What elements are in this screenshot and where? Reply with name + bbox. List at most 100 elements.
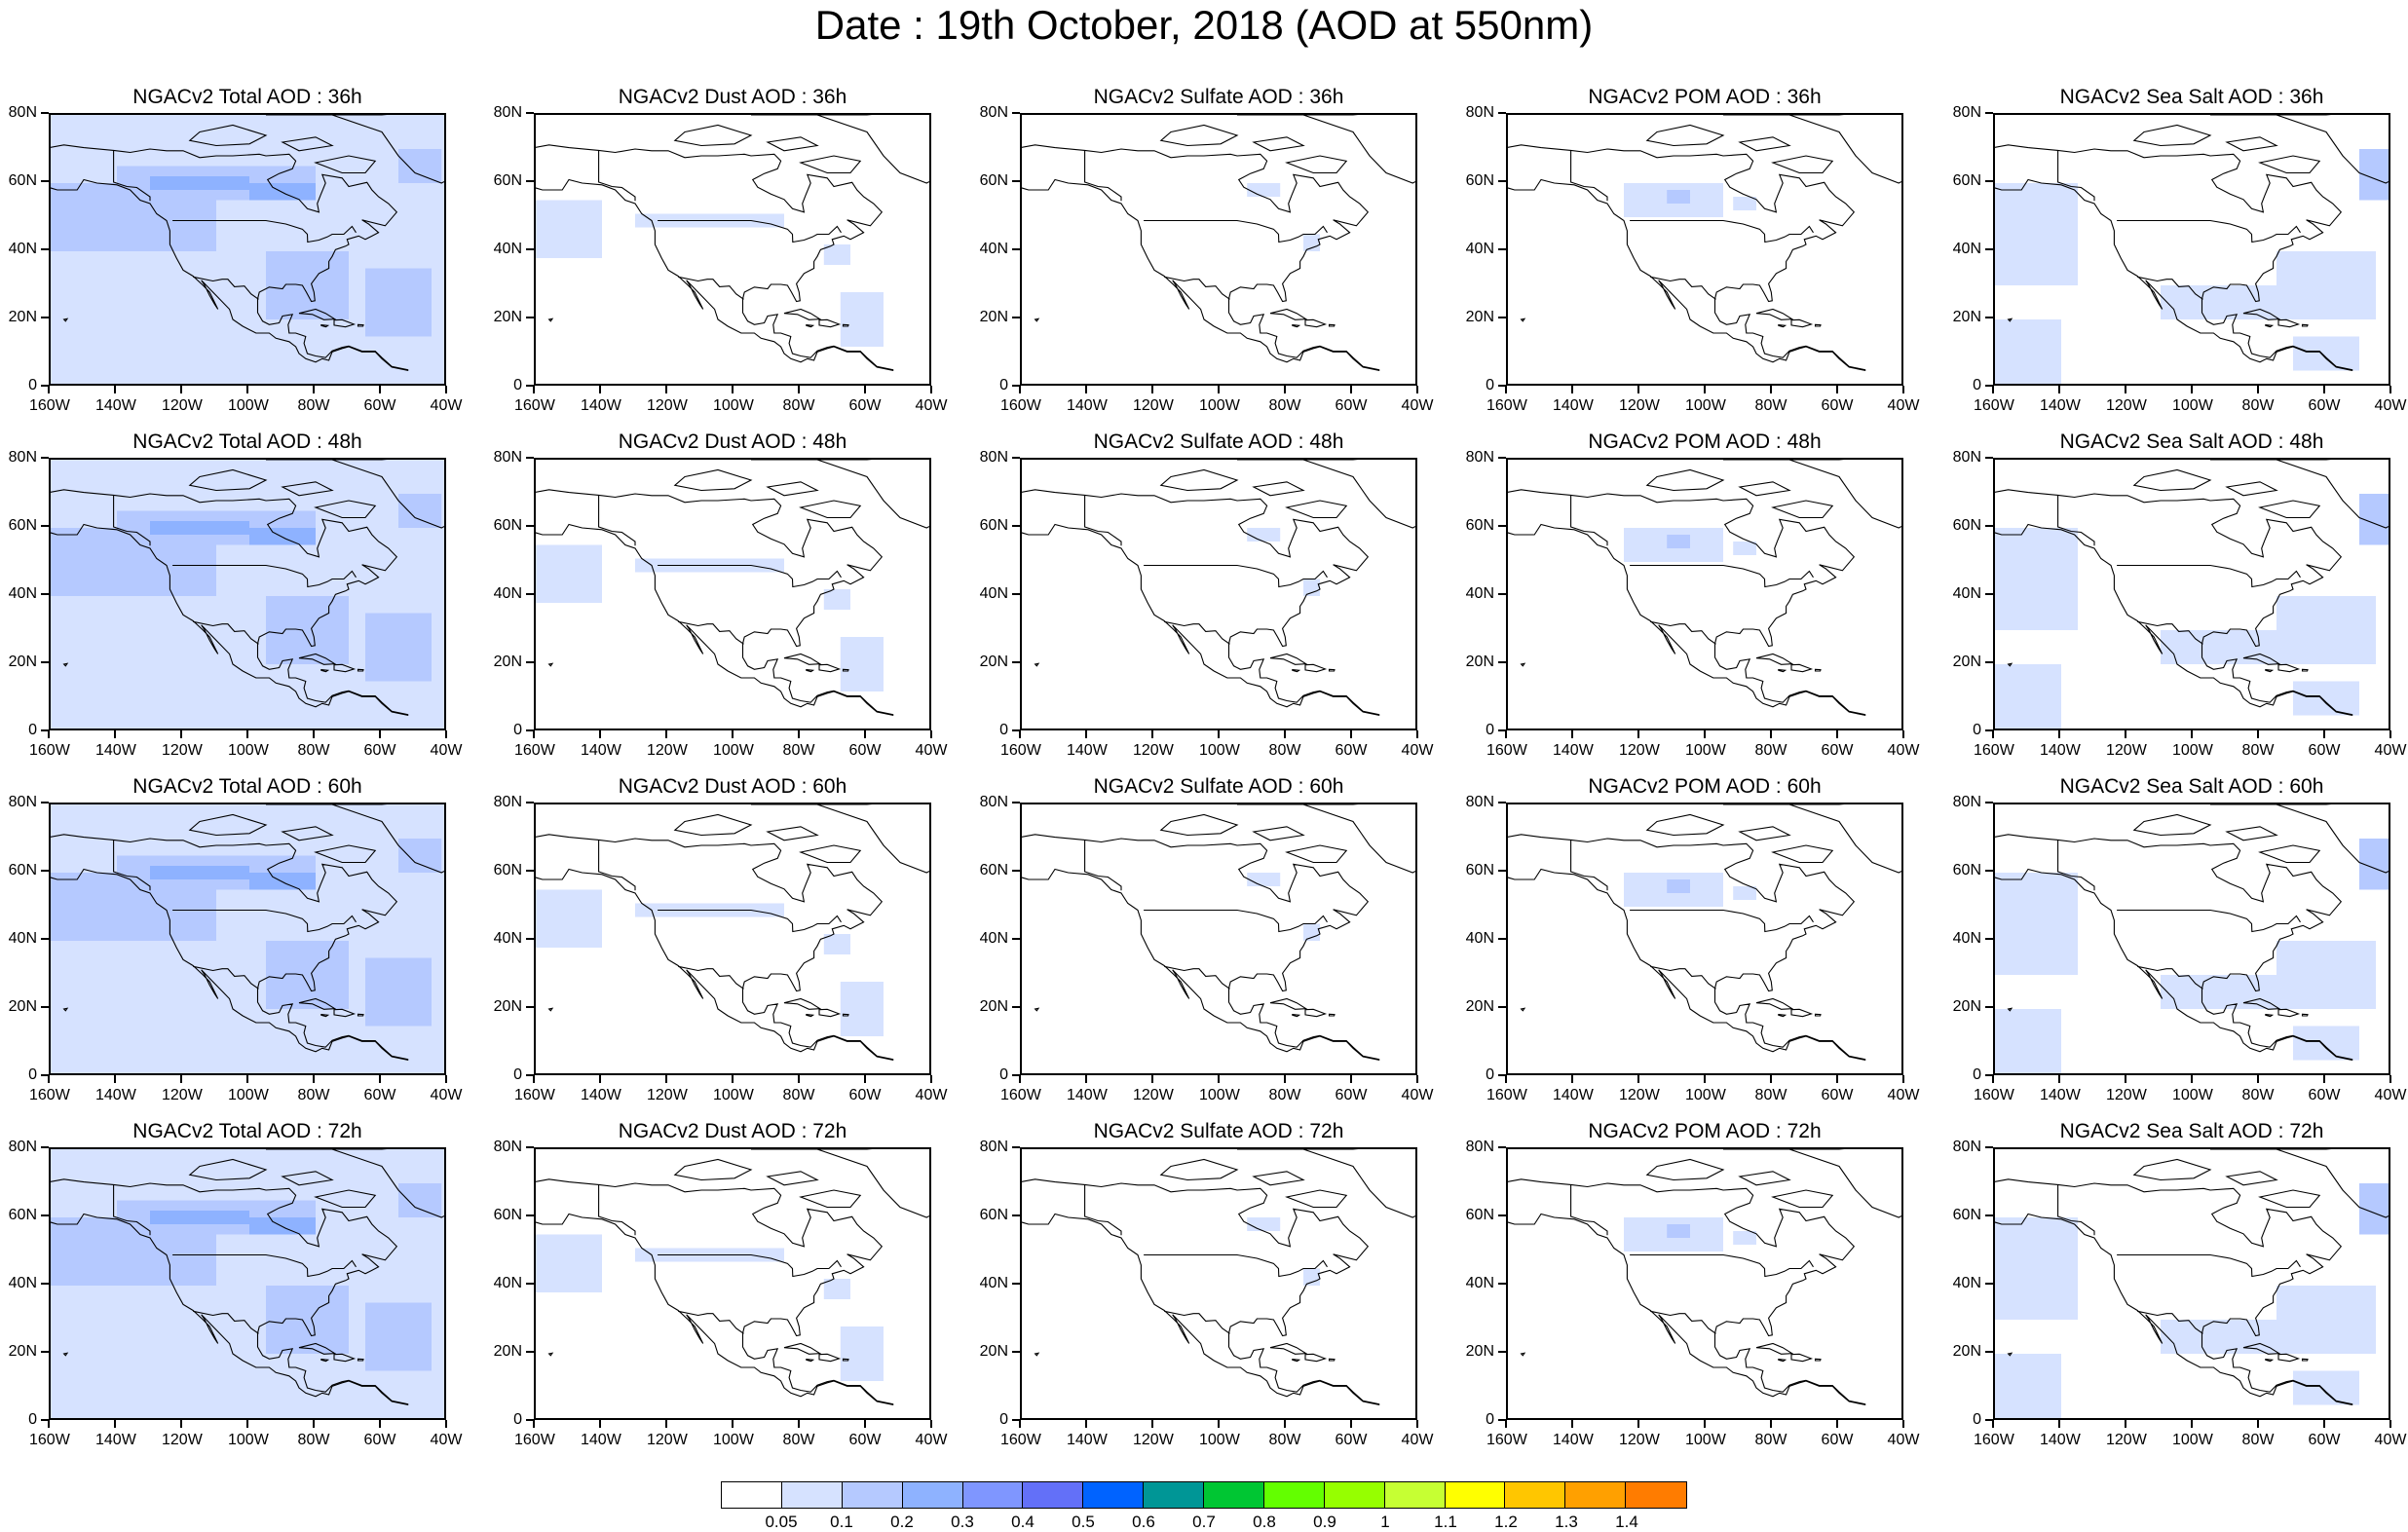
- x-tick-label: 40W: [2374, 397, 2407, 414]
- y-tick-mark: [41, 1283, 49, 1285]
- aod-shading: [249, 1217, 316, 1235]
- island-outline: [1159, 468, 1239, 492]
- y-tick-label: 60N: [1952, 517, 1981, 534]
- map-frame: [1506, 113, 1903, 386]
- aod-shading: [365, 1302, 432, 1371]
- x-tick-label: 140W: [1067, 397, 1108, 414]
- island-outline: [1755, 997, 1794, 1010]
- aod-shading: [840, 1326, 884, 1381]
- x-tick-mark: [1505, 1420, 1507, 1428]
- island-outline: [298, 1342, 337, 1355]
- aod-shading: [1733, 1231, 1756, 1245]
- y-tick-label: 40N: [8, 585, 37, 602]
- y-tick-label: 0: [28, 377, 37, 393]
- y-tick-label: 40N: [1952, 1275, 1981, 1291]
- y-tick-mark: [1012, 870, 1020, 872]
- island-outline: [1292, 668, 1301, 673]
- x-tick-label: 140W: [1067, 1087, 1108, 1103]
- aod-shading: [266, 1286, 349, 1354]
- colorbar-box: [1083, 1482, 1145, 1508]
- y-tick-mark: [1012, 385, 1020, 387]
- x-tick-mark: [246, 1075, 248, 1083]
- island-outline: [1755, 653, 1794, 665]
- coastline: [678, 1310, 744, 1334]
- coastline: [172, 219, 357, 243]
- island-outline: [2132, 468, 2212, 492]
- coastline: [2117, 1253, 2301, 1278]
- island-outline: [281, 136, 334, 152]
- x-tick-mark: [1019, 386, 1021, 393]
- x-tick-mark: [2389, 386, 2391, 393]
- x-tick-label: 120W: [162, 742, 203, 759]
- y-tick-mark: [41, 457, 49, 459]
- coastline: [1995, 178, 2353, 372]
- coastline: [113, 840, 151, 891]
- island-outline: [1252, 826, 1305, 841]
- x-tick-label: 140W: [581, 1087, 621, 1103]
- x-tick-label: 120W: [162, 1087, 203, 1103]
- x-tick-mark: [180, 1075, 182, 1083]
- coastline: [193, 965, 259, 990]
- aod-shading: [2293, 681, 2359, 716]
- island-outline: [2277, 663, 2301, 673]
- y-tick-label: 20N: [1465, 654, 1494, 670]
- x-tick-mark: [180, 1420, 182, 1428]
- island-outline: [2007, 318, 2013, 322]
- y-tick-mark: [1498, 112, 1506, 114]
- panel-title: NGACv2 Total AOD : 36h: [132, 86, 362, 108]
- coastline: [51, 489, 409, 716]
- x-tick-mark: [1637, 730, 1639, 738]
- y-tick-label: 0: [513, 722, 522, 738]
- x-tick-mark: [2191, 386, 2193, 393]
- island-outline: [1159, 1158, 1239, 1181]
- y-tick-label: 80N: [493, 449, 522, 466]
- x-tick-label: 140W: [1553, 397, 1594, 414]
- island-outline: [547, 318, 554, 322]
- x-tick-label: 60W: [2308, 397, 2341, 414]
- coastline: [1144, 219, 1328, 243]
- aod-shading: [365, 268, 432, 337]
- aod-shading: [398, 494, 442, 528]
- x-tick-mark: [864, 1420, 866, 1428]
- island-outline: [2225, 481, 2278, 497]
- coastline: [1022, 178, 1380, 372]
- y-tick-label: 60N: [8, 1207, 37, 1223]
- y-tick-mark: [1985, 1419, 1993, 1421]
- y-tick-mark: [1985, 1074, 1993, 1076]
- x-tick-label: 80W: [297, 1087, 330, 1103]
- y-tick-mark: [1985, 1214, 1993, 1216]
- y-tick-label: 80N: [979, 449, 1008, 466]
- x-tick-label: 140W: [1067, 742, 1108, 759]
- x-tick-label: 120W: [2106, 1432, 2147, 1448]
- x-tick-mark: [798, 730, 800, 738]
- x-tick-mark: [1836, 1075, 1838, 1083]
- island-outline: [1738, 826, 1791, 841]
- map-frame: [49, 458, 446, 730]
- island-outline: [281, 1171, 334, 1186]
- island-outline: [1778, 1013, 1787, 1018]
- x-tick-mark: [1019, 730, 1021, 738]
- y-tick-label: 20N: [493, 998, 522, 1015]
- y-tick-label: 60N: [1952, 862, 1981, 878]
- y-tick-label: 40N: [1952, 585, 1981, 602]
- island-outline: [818, 663, 842, 673]
- map-frame: [49, 803, 446, 1075]
- island-outline: [842, 668, 849, 672]
- coastline: [2137, 620, 2203, 645]
- y-tick-mark: [1498, 1351, 1506, 1353]
- x-tick-label: 100W: [1685, 397, 1726, 414]
- y-tick-label: 60N: [8, 862, 37, 878]
- y-tick-label: 20N: [493, 654, 522, 670]
- x-tick-label: 80W: [297, 742, 330, 759]
- x-tick-mark: [2389, 1420, 2391, 1428]
- aod-shading: [840, 982, 884, 1036]
- y-tick-label: 0: [1973, 1066, 1981, 1083]
- x-tick-label: 100W: [713, 1432, 754, 1448]
- x-tick-mark: [864, 1075, 866, 1083]
- x-tick-mark: [665, 1075, 667, 1083]
- island-outline: [2265, 1013, 2275, 1018]
- coastline: [51, 868, 409, 1062]
- coastline: [1144, 1253, 1328, 1278]
- colorbar-box: [1263, 1482, 1325, 1508]
- colorbar-box: [902, 1482, 963, 1508]
